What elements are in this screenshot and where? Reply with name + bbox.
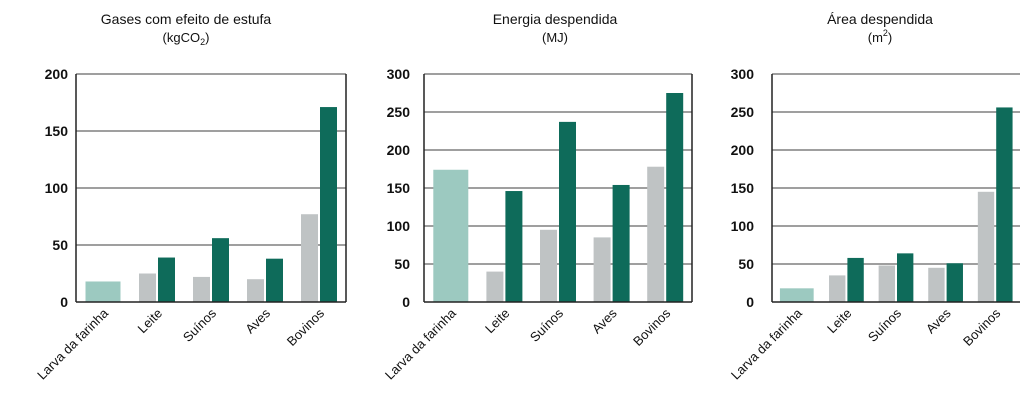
x-tick-label: Suínos: [527, 305, 567, 345]
bar: [505, 191, 523, 302]
x-tick-label: Bovinos: [960, 305, 1004, 349]
chart-unit: (m2): [868, 28, 893, 45]
y-tick-label: 100: [387, 218, 411, 234]
y-tick-label: 300: [731, 66, 755, 82]
bar: [897, 253, 914, 302]
bar: [612, 184, 630, 302]
bar: [996, 107, 1013, 302]
bar: [847, 257, 864, 302]
y-tick-label: 100: [731, 218, 755, 234]
x-tick-label: Suínos: [865, 305, 905, 345]
bar: [779, 288, 814, 302]
x-tick-label: Aves: [923, 305, 954, 336]
x-tick-label: Larva da farinha: [382, 305, 460, 383]
bar: [212, 238, 229, 302]
bar: [139, 273, 156, 302]
y-tick-label: 200: [387, 142, 411, 158]
y-tick-label: 0: [60, 294, 68, 310]
chart-panel-2: Área despendida(m2) 0 50 100 150 200 250 300 Lar…: [728, 11, 1020, 383]
x-tick-label: Suínos: [180, 305, 220, 345]
y-tick-label: 300: [387, 66, 411, 82]
chart-title: Área despendida: [827, 11, 933, 27]
bar: [320, 107, 337, 302]
bar: [928, 267, 945, 302]
chart-title: Energia despendida: [493, 11, 618, 27]
y-tick-label: 150: [45, 123, 69, 139]
bar: [647, 166, 665, 302]
chart-unit: (kgCO2): [163, 30, 210, 47]
x-tick-label: Larva da farinha: [34, 305, 112, 383]
y-tick-label: 150: [731, 180, 755, 196]
bar: [666, 93, 684, 302]
x-tick-label: Leite: [135, 306, 166, 337]
bar: [946, 263, 963, 302]
bar: [301, 214, 318, 302]
x-tick-label: Bovinos: [284, 305, 328, 349]
bar: [433, 169, 469, 302]
bar: [193, 276, 210, 302]
bar: [85, 281, 121, 302]
bar: [486, 271, 504, 302]
y-tick-label: 50: [738, 256, 754, 272]
chart-panel-1: Energia despendida (MJ) 0 50 100 150 200 250 300…: [382, 11, 693, 383]
bar: [247, 279, 264, 302]
y-tick-label: 250: [387, 104, 411, 120]
chart-title: Gases com efeito de estufa: [101, 11, 272, 27]
bar: [878, 265, 895, 302]
bar: [158, 257, 175, 302]
y-tick-label: 50: [394, 256, 410, 272]
chart-panel-0: Gases com efeito de estufa (kgCO2) 0 50 100 1…: [34, 11, 347, 383]
y-tick-label: 50: [52, 237, 68, 253]
y-tick-label: 0: [402, 294, 410, 310]
x-tick-label: Leite: [824, 306, 855, 337]
bar: [829, 275, 846, 302]
x-tick-label: Bovinos: [630, 305, 674, 349]
y-tick-label: 200: [45, 66, 69, 82]
bar: [540, 229, 557, 302]
bar: [266, 258, 283, 302]
x-tick-label: Aves: [242, 305, 273, 336]
bar: [977, 191, 995, 302]
y-tick-label: 250: [731, 104, 755, 120]
y-tick-label: 100: [45, 180, 69, 196]
x-tick-label: Aves: [589, 305, 620, 336]
y-tick-label: 150: [387, 180, 411, 196]
bar: [593, 237, 611, 302]
y-tick-label: 0: [746, 294, 754, 310]
chart-unit: (MJ): [542, 30, 568, 45]
x-tick-label: Leite: [482, 306, 513, 337]
bar: [559, 121, 576, 302]
y-tick-label: 200: [731, 142, 755, 158]
x-tick-label: Larva da farinha: [728, 305, 806, 383]
